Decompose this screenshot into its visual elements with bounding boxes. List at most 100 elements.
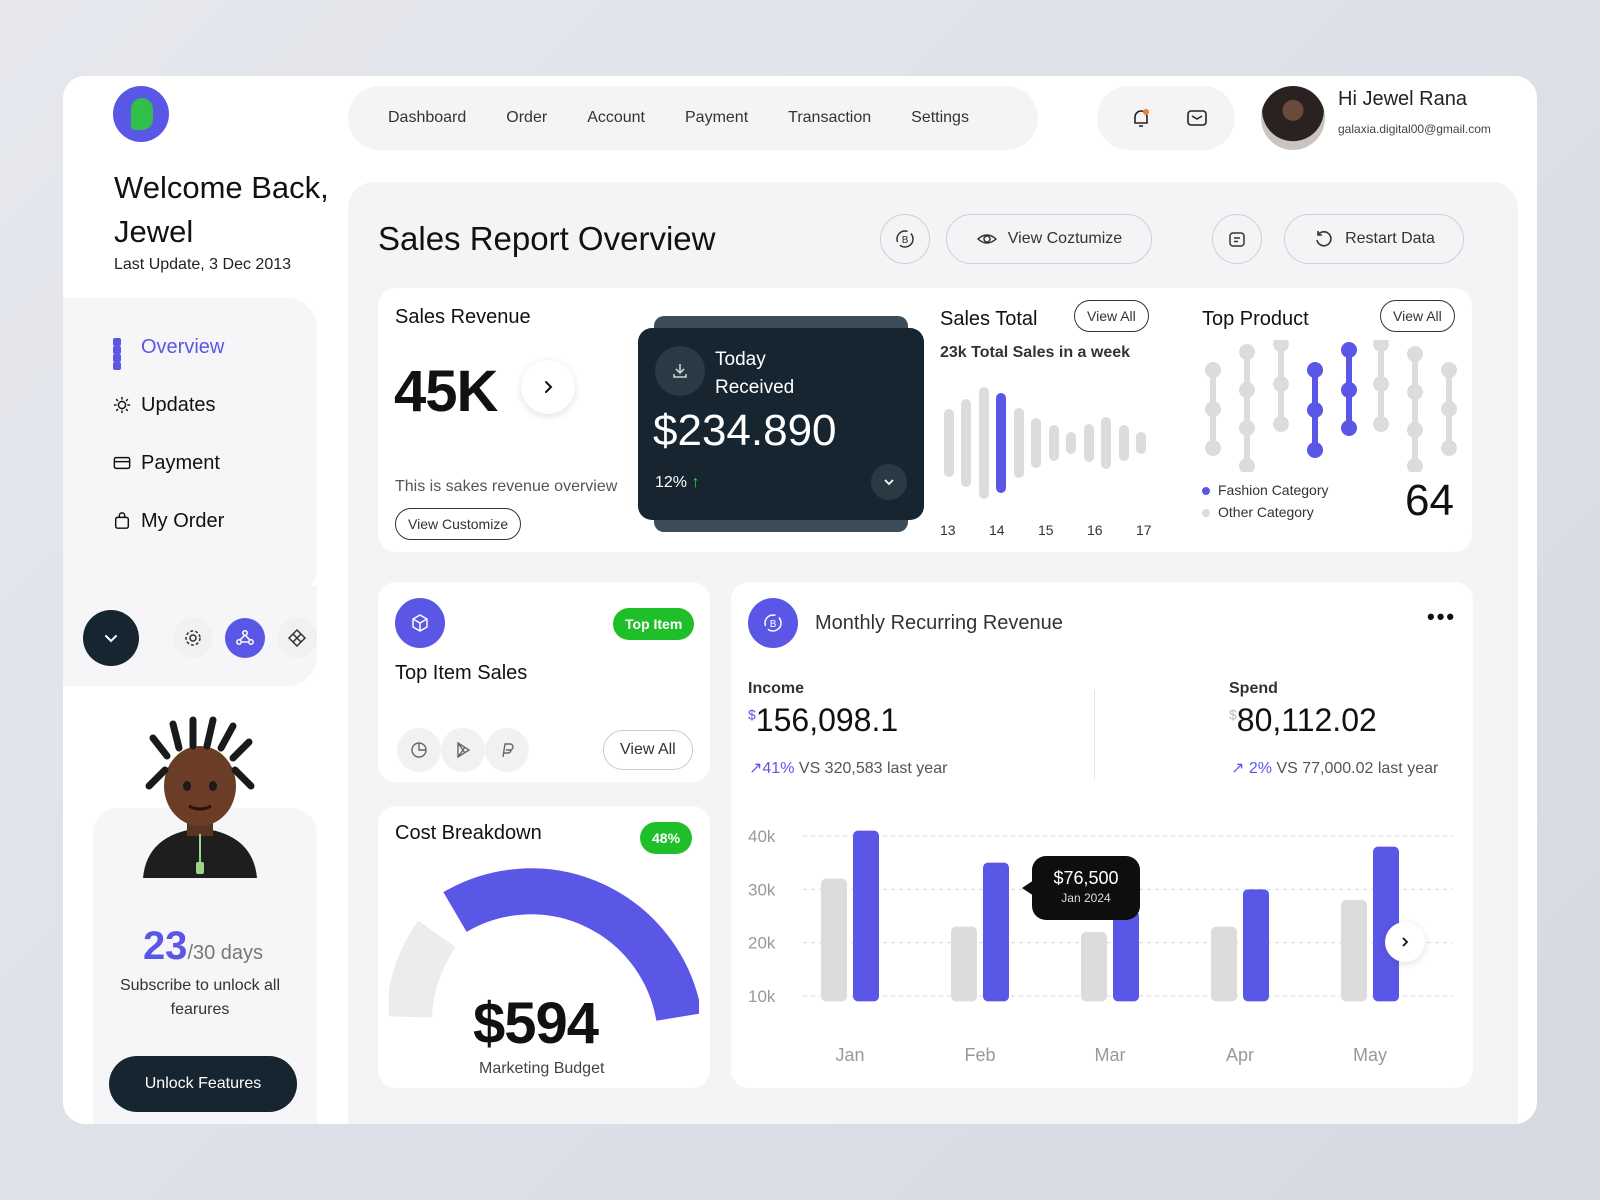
play-store-icon[interactable] <box>441 728 485 772</box>
more-options-icon[interactable]: ••• <box>1427 604 1457 629</box>
sidebar-item-payment[interactable]: Payment <box>113 448 220 478</box>
weekly-bar <box>961 399 972 487</box>
chart-next-button[interactable] <box>1385 922 1425 962</box>
x-tick-label: Mar <box>1095 1045 1126 1065</box>
view-customize-small-button[interactable]: View Customize <box>395 508 522 540</box>
income-currency: $ <box>748 706 756 723</box>
cost-breakdown-title: Cost Breakdown <box>395 822 542 844</box>
bar-jan-0[interactable] <box>821 878 847 1002</box>
settings-button[interactable] <box>173 618 213 658</box>
sales-revenue-next-button[interactable] <box>521 360 575 414</box>
unlock-features-button[interactable]: Unlock Features <box>109 1056 297 1112</box>
network-icon <box>236 630 254 645</box>
weekly-label: 13 <box>940 522 956 538</box>
bar-may-0[interactable] <box>1341 900 1367 1002</box>
mrr-title: Monthly Recurring Revenue <box>815 612 1063 634</box>
tooltip-date: Jan 2024 <box>1061 891 1111 905</box>
sidebar-nav <box>63 298 317 598</box>
bar-mar-1[interactable] <box>1113 910 1139 1002</box>
collapse-button[interactable] <box>83 610 139 666</box>
sales-total-view-all[interactable]: View All <box>1074 300 1149 332</box>
refresh-icon <box>1316 231 1332 247</box>
sidebar-item-label: My Order <box>141 509 225 532</box>
subscription-text: Subscribe to unlock all fearures <box>119 977 281 1018</box>
view-customize-label: View Coztumize <box>1007 230 1123 247</box>
legend-dot-grey <box>1202 509 1210 517</box>
y-tick-label: 20k <box>748 934 776 953</box>
restart-data-button[interactable]: Restart Data <box>1284 214 1464 264</box>
network-button[interactable] <box>225 618 265 658</box>
y-tick-label: 30k <box>748 880 776 899</box>
page-title: Sales Report Overview <box>378 220 716 257</box>
bar-feb-1[interactable] <box>983 862 1009 1002</box>
sidebar-item-my-order[interactable]: My Order <box>113 506 224 536</box>
today-expand-button[interactable] <box>871 464 907 500</box>
weekly-bar <box>1118 425 1129 461</box>
bar-mar-0[interactable] <box>1081 932 1107 1002</box>
sales-revenue-desc: This is sakes revenue overview <box>395 478 618 495</box>
app-window: Welcome Back, Jewel Last Update, 3 Dec 2… <box>63 76 1537 1124</box>
sidebar-item-updates[interactable]: Updates <box>113 390 216 420</box>
bar-jan-1[interactable] <box>853 830 879 1002</box>
bar-may-1[interactable] <box>1373 846 1399 1002</box>
x-tick-label: Jan <box>835 1045 864 1065</box>
user-greeting: Hi Jewel Rana <box>1338 88 1467 110</box>
gear-icon <box>185 630 201 646</box>
today-label-line1: Today <box>715 349 766 370</box>
bar-feb-0[interactable] <box>951 926 977 1002</box>
weekly-sales-bars <box>940 376 1150 510</box>
apps-button[interactable] <box>277 618 317 658</box>
chevron-down-icon <box>884 479 894 486</box>
weekly-label: 17 <box>1136 522 1152 538</box>
user-email: galaxia.digital00@gmail.com <box>1338 122 1491 136</box>
chevron-down-icon <box>105 635 117 643</box>
income-label: Income <box>748 680 805 697</box>
spend-vs-text: VS 77,000.02 last year <box>1276 760 1439 777</box>
top-product-title: Top Product <box>1202 308 1309 330</box>
restart-data-label: Restart Data <box>1345 230 1435 247</box>
today-amount: $234.890 <box>653 406 837 455</box>
welcome-heading: Welcome Back, Jewel <box>114 170 329 249</box>
legend-other: Other Category <box>1202 504 1314 520</box>
weekly-bar <box>943 409 954 477</box>
paypal-icon[interactable] <box>485 728 529 772</box>
today-label: Today Received <box>715 346 794 402</box>
nav-dashboard[interactable]: Dashboard <box>388 109 467 126</box>
sales-revenue-value: 45K <box>394 359 498 424</box>
currency-sync-button[interactable]: B <box>880 214 930 264</box>
weekly-sales-labels: 13 14 15 16 17 <box>940 522 1152 542</box>
arrow-up-right-icon: ↗ <box>749 760 763 777</box>
income-amount: 156,098.1 <box>755 702 899 738</box>
nav-transaction[interactable]: Transaction <box>788 109 872 126</box>
user-avatar[interactable] <box>1261 86 1325 150</box>
top-item-view-all[interactable]: View All <box>603 730 693 770</box>
notification-pill <box>1097 86 1235 150</box>
mail-icon[interactable] <box>1185 106 1209 130</box>
top-product-value: 64 <box>1405 476 1454 525</box>
subscription-days: 23/30 days <box>133 924 273 969</box>
download-icon <box>655 346 705 396</box>
weekly-bar <box>1048 425 1059 461</box>
view-customize-button[interactable]: View Coztumize <box>946 214 1152 264</box>
nav-settings[interactable]: Settings <box>911 109 969 126</box>
nav-order[interactable]: Order <box>506 109 548 126</box>
sales-revenue-title: Sales Revenue <box>395 306 531 328</box>
brand-logo[interactable] <box>113 86 169 142</box>
calendar-icon <box>1229 232 1245 247</box>
pie-app-icon[interactable] <box>397 728 441 772</box>
days-used: 23 <box>142 924 188 968</box>
cost-value: $594 <box>473 991 599 1056</box>
bell-icon[interactable] <box>1129 106 1153 130</box>
sun-icon <box>113 396 131 414</box>
bar-apr-0[interactable] <box>1211 926 1237 1002</box>
bar-apr-1[interactable] <box>1243 889 1269 1002</box>
nav-account[interactable]: Account <box>587 109 645 126</box>
calendar-button[interactable] <box>1212 214 1262 264</box>
legend-fashion-label: Fashion Category <box>1218 482 1329 498</box>
nav-payment[interactable]: Payment <box>685 109 749 126</box>
weekly-bar <box>1066 432 1077 454</box>
sidebar-item-overview[interactable]: Overview <box>113 332 224 370</box>
x-tick-label: Feb <box>964 1045 995 1065</box>
top-product-view-all[interactable]: View All <box>1380 300 1455 332</box>
eye-icon <box>976 234 997 244</box>
